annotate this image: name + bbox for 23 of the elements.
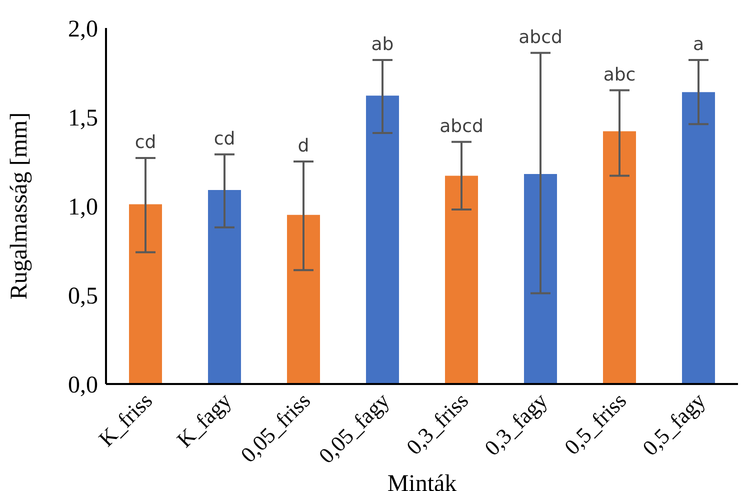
bar: [287, 214, 320, 384]
annotation: a: [692, 34, 704, 56]
bar: [445, 176, 478, 384]
y-axis-title: Rugalmasság [mm]: [6, 112, 33, 300]
y-tick-label: 1,5: [68, 106, 98, 132]
bar: [524, 174, 557, 384]
annotation: d: [298, 136, 310, 156]
bar: [366, 96, 399, 384]
annotation: abc: [603, 64, 636, 86]
annotation: abcd: [518, 26, 562, 48]
y-tick-label: 1,0: [68, 194, 98, 221]
y-tick-label: 0,5: [68, 284, 98, 310]
annotation: abcd: [440, 116, 484, 137]
bar: [129, 204, 162, 384]
annotation: ab: [371, 34, 394, 56]
bar: [208, 190, 241, 384]
x-axis-title: Minták: [387, 471, 457, 491]
annotation: cd: [134, 132, 156, 153]
y-tick-label: 0,0: [68, 372, 98, 399]
annotation: cd: [214, 128, 236, 150]
bar: [682, 92, 715, 384]
y-tick-label: 2,0: [68, 16, 98, 43]
bar: [603, 131, 636, 384]
